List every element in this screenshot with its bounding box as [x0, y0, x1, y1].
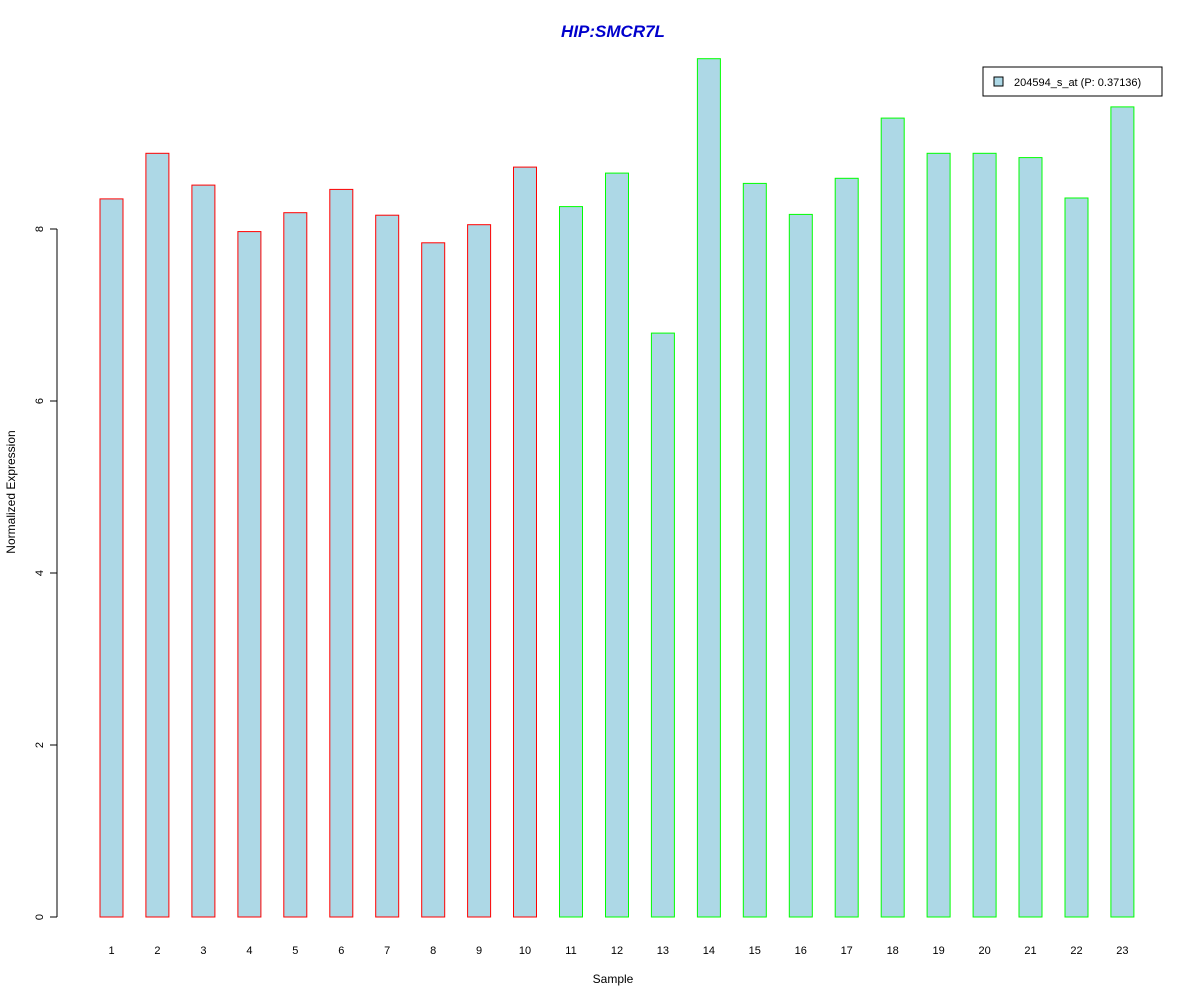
bar-sample-19	[926, 152, 951, 918]
x-tick-label-17: 17	[841, 945, 853, 957]
legend-box	[982, 66, 1163, 97]
x-tick-label-21: 21	[1024, 945, 1036, 957]
bar-sample-1	[99, 198, 124, 918]
x-tick-label-20: 20	[978, 945, 990, 957]
bar-sample-9	[467, 224, 492, 918]
bar-sample-18	[880, 117, 905, 918]
bar-sample-12	[605, 172, 629, 918]
legend-label: 204594_s_at (P: 0.37136)	[1014, 77, 1141, 89]
bar-sample-5	[283, 212, 308, 918]
x-tick-label-3: 3	[200, 945, 206, 957]
bars-group	[99, 58, 1135, 918]
y-tick-label-6: 6	[34, 398, 46, 404]
bar-sample-21	[1018, 157, 1043, 918]
x-tick-label-11: 11	[565, 945, 576, 957]
bar-sample-16	[788, 213, 813, 918]
bar-sample-3	[191, 184, 216, 918]
y-tick-label-8: 8	[34, 226, 46, 232]
bar-sample-22	[1064, 197, 1089, 918]
x-tick-label-12: 12	[611, 945, 623, 957]
y-tick-label-4: 4	[34, 570, 46, 576]
x-tick-label-5: 5	[292, 945, 298, 957]
y-axis: 0 2 4 6 8	[34, 226, 58, 920]
bar-sample-14	[696, 58, 721, 918]
bar-sample-17	[834, 177, 859, 918]
bar-sample-20	[972, 152, 997, 918]
x-tick-label-22: 22	[1070, 945, 1082, 957]
x-tick-label-2: 2	[154, 945, 160, 957]
x-tick-label-9: 9	[476, 945, 482, 957]
legend-swatch	[993, 76, 1004, 87]
bar-sample-2	[145, 152, 170, 918]
x-tick-label-7: 7	[384, 945, 390, 957]
x-tick-label-15: 15	[749, 945, 761, 957]
x-tick-label-18: 18	[887, 945, 899, 957]
x-tick-label-14: 14	[703, 945, 715, 957]
x-tick-label-16: 16	[795, 945, 807, 957]
bar-sample-4	[237, 231, 262, 918]
x-tick-label-4: 4	[246, 945, 252, 957]
legend: 204594_s_at (P: 0.37136)	[982, 66, 1163, 97]
bar-sample-6	[329, 188, 354, 918]
chart-title: HIP:SMCR7L	[561, 22, 665, 41]
x-tick-label-10: 10	[519, 945, 531, 957]
bar-sample-7	[375, 214, 400, 918]
bar-sample-13	[650, 332, 675, 918]
x-tick-label-19: 19	[932, 945, 944, 957]
y-tick-label-2: 2	[34, 742, 46, 748]
x-tick-label-6: 6	[338, 945, 344, 957]
x-tick-label-23: 23	[1116, 945, 1128, 957]
x-axis-label: Sample	[593, 972, 634, 986]
x-tick-label-13: 13	[657, 945, 669, 957]
x-tick-label-1: 1	[108, 945, 114, 957]
bar-sample-10	[513, 166, 537, 918]
bar-sample-15	[742, 182, 767, 918]
bar-sample-11	[559, 206, 583, 918]
bar-sample-23	[1110, 106, 1135, 918]
y-axis-label: Normalized Expression	[4, 430, 18, 553]
y-tick-label-0: 0	[34, 914, 46, 920]
x-axis: 1 2 3 4 5 6 7 8 9 10 11 12 13 14 15 16 17 18 19 20 21 22 23	[108, 945, 1128, 957]
bar-sample-8	[421, 242, 446, 918]
x-tick-label-8: 8	[430, 945, 436, 957]
